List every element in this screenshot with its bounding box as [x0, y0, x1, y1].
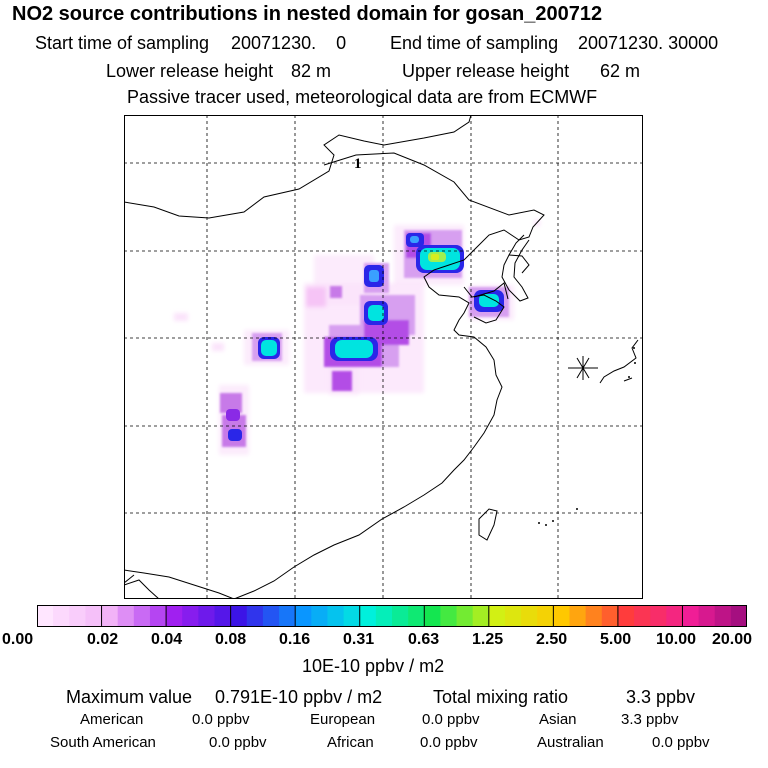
colorbar-tick: 0.04 — [151, 631, 183, 648]
colorbar-tick: 0.08 — [215, 631, 247, 648]
colorbar-swatch — [714, 605, 732, 627]
total-mixing-label: Total mixing ratio — [433, 687, 569, 707]
colorbar-swatch — [69, 605, 87, 627]
colorbar-swatch — [424, 605, 442, 627]
colorbar-frame — [37, 605, 747, 627]
colorbar-tick: 0.16 — [279, 631, 311, 648]
colorbar-tick: 2.50 — [536, 631, 568, 648]
end-time-value: 20071230. 30000 — [578, 33, 719, 53]
colorbar-swatch — [359, 605, 377, 627]
colorbar-swatch — [149, 605, 167, 627]
colorbar-swatch — [133, 605, 151, 627]
start-time-label: Start time of sampling — [35, 33, 210, 53]
colorbar-swatch — [440, 605, 458, 627]
upper-release-label: Upper release height — [402, 61, 570, 81]
islands — [538, 347, 636, 526]
map-panel: 1 — [124, 115, 643, 599]
colorbar-swatch — [521, 605, 538, 627]
colorbar-swatch — [182, 605, 199, 627]
colorbar-tick: 0.02 — [87, 631, 119, 648]
colorbar-swatch — [262, 605, 280, 627]
colorbar-swatch — [392, 605, 409, 627]
total-mixing-value: 3.3 ppbv — [626, 687, 696, 707]
colorbar-swatch — [408, 605, 425, 627]
plot-title: NO2 source contributions in nested domai… — [12, 3, 603, 25]
region-name: American — [80, 711, 144, 728]
colorbar-swatch — [343, 605, 361, 627]
colorbar-swatch — [214, 605, 232, 627]
colorbar-swatch — [117, 605, 135, 627]
max-value: 0.791E-10 ppbv / m2 — [215, 687, 383, 707]
region-name: African — [327, 734, 374, 751]
lower-release-value: 82 m — [291, 61, 332, 81]
colorbar-swatch — [666, 605, 684, 627]
colorbar-swatch — [53, 605, 70, 627]
colorbar-tick: 0.31 — [343, 631, 375, 648]
colorbar-swatch — [456, 605, 474, 627]
receptor-star-icon — [568, 356, 598, 380]
lower-release-label: Lower release height — [106, 61, 274, 81]
region-value: 3.3 ppbv — [621, 711, 679, 728]
region-name: European — [310, 711, 376, 728]
colorbar-swatch — [634, 605, 651, 627]
colorbar-swatch — [166, 605, 183, 627]
colorbar-tick: 0.63 — [408, 631, 440, 648]
start-time-value: 20071230. 0 — [231, 33, 347, 53]
tracer-note: Passive tracer used, meteorological data… — [127, 87, 598, 107]
colorbar-swatch — [85, 605, 103, 627]
colorbar-tick: 1.25 — [472, 631, 504, 648]
region-value: 0.0 ppbv — [192, 711, 250, 728]
colorbar-tick: 0.00 — [2, 631, 34, 648]
colorbar-swatch — [295, 605, 312, 627]
colorbar-swatch — [682, 605, 700, 627]
colorbar-swatch — [279, 605, 296, 627]
colorbar-swatch — [198, 605, 216, 627]
colorbar-swatch — [246, 605, 264, 627]
colorbar-swatch — [311, 605, 329, 627]
colorbar-swatch — [553, 605, 571, 627]
colorbar-tick: 10.00 — [656, 631, 697, 648]
region-name: Asian — [539, 711, 577, 728]
end-time-label: End time of sampling — [390, 33, 559, 53]
graticule — [124, 115, 643, 599]
coastlines — [124, 115, 639, 599]
colorbar-swatch — [617, 605, 635, 627]
colorbar-swatch — [37, 605, 54, 627]
region-value: 0.0 ppbv — [209, 734, 267, 751]
region-value: 0.0 ppbv — [422, 711, 480, 728]
region-name: South American — [50, 734, 156, 751]
colorbar-swatch — [472, 605, 490, 627]
colorbar-swatch — [569, 605, 587, 627]
colorbar-swatch — [230, 605, 248, 627]
colorbar-swatch — [601, 605, 619, 627]
region-value: 0.0 ppbv — [652, 734, 710, 751]
colorbar-swatch — [101, 605, 119, 627]
colorbar-swatch — [585, 605, 603, 627]
region-label: 1 — [354, 156, 362, 172]
region-name: Australian — [537, 734, 604, 751]
colorbar-tick: 20.00 — [712, 631, 753, 648]
colorbar-tick: 5.00 — [600, 631, 632, 648]
colorbar — [37, 605, 747, 627]
region-value: 0.0 ppbv — [420, 734, 478, 751]
colorbar-swatch — [327, 605, 345, 627]
colorbar-swatch — [650, 605, 667, 627]
max-value-label: Maximum value — [66, 687, 193, 707]
colorbar-swatches — [37, 605, 747, 627]
colorbar-swatch — [488, 605, 506, 627]
map-frame — [124, 115, 643, 599]
colorbar-swatch — [375, 605, 393, 627]
upper-release-value: 62 m — [600, 61, 641, 81]
colorbar-swatch — [698, 605, 716, 627]
colorbar-swatch — [537, 605, 554, 627]
colorbar-unit: 10E-10 ppbv / m2 — [302, 656, 445, 676]
colorbar-swatch — [730, 605, 747, 627]
colorbar-swatch — [504, 605, 522, 627]
